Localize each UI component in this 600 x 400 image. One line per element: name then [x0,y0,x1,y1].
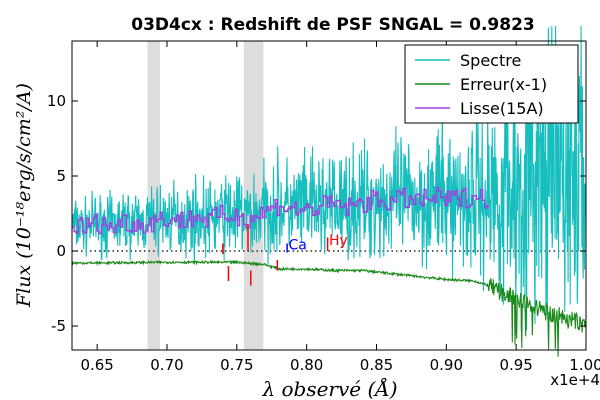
series-lisse-line [72,186,489,235]
x-tick-label-2: 0.75 [220,356,253,374]
shaded-bands [147,41,264,350]
y-axis-label: Flux (10⁻¹⁸erg/s/cm²/A) [13,83,35,308]
x-tick-label-1: 0.70 [150,356,183,374]
x-tick-label-5: 0.90 [430,356,463,374]
x-tick-label-3: 0.80 [290,356,323,374]
annotation-ca-0: Ca [288,238,306,254]
legend-label-spectre: Spectre [460,51,521,70]
plot-frame [71,40,587,351]
y-axis-ticks: -5 0 5 10 [47,92,586,335]
y-tick-label-3: 10 [47,92,66,110]
x-axis-label: λ observé (Å) [261,376,397,400]
x-tick-label-0: 0.65 [80,356,113,374]
x-tick-label-7: 1.00 [569,356,600,374]
chart-title: 03D4cx : Redshift de PSF SNGAL = 0.9823 [131,15,535,35]
legend: Spectre Erreur(x-1) Lisse(15A) [404,44,579,124]
y-tick-label-1: 0 [56,242,66,260]
legend-label-lisse: Lisse(15A) [460,99,544,118]
x-multiplier-label: x1e+4 [550,371,600,389]
plot-area: CaHyHy [71,25,587,357]
shaded-band-0 [147,41,160,350]
y-tick-label-2: 5 [56,167,66,185]
annotation-hy-1: Hy [329,233,348,249]
series-spectre-line [71,25,587,332]
series-group [71,25,587,357]
x-tick-label-6: 0.95 [499,356,532,374]
y-tick-label-0: -5 [51,317,66,335]
legend-label-erreur: Erreur(x-1) [460,75,547,94]
series-erreur-line [71,259,587,357]
x-tick-label-4: 0.85 [360,356,393,374]
x-axis-ticks: 0.65 0.70 0.75 0.80 0.85 0.90 0.95 1.00 [80,41,600,374]
